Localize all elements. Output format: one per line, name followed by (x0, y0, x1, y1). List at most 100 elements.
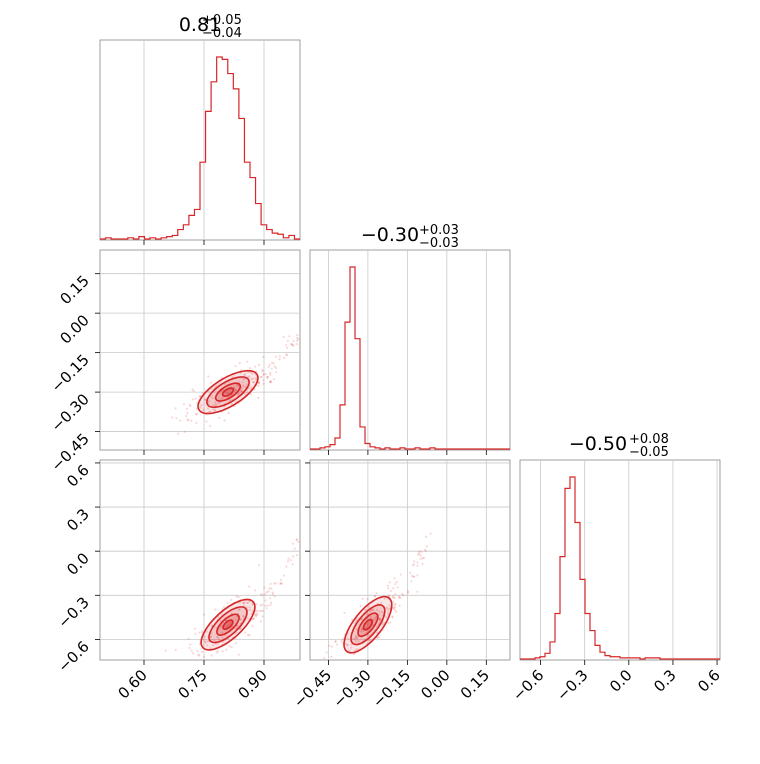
scatter-1-point (205, 630, 208, 634)
scatter-1-point (225, 648, 228, 651)
scatter-1-point (220, 624, 224, 627)
scatter-0-point (270, 361, 274, 364)
scatter-0-point (249, 367, 252, 370)
scatter-1-point (248, 633, 251, 637)
scatter-1-point (230, 646, 233, 649)
scatter-1-point (164, 649, 167, 652)
scatter-0-point (258, 363, 261, 366)
scatter-1-point (273, 595, 276, 598)
scatter-0-points (171, 333, 300, 435)
xtick-label-2-4: 0.6 (694, 666, 724, 696)
scatter-1-point (215, 635, 218, 639)
scatter-2-point (393, 603, 396, 606)
scatter-2-point (378, 636, 381, 639)
scatter-1-point (251, 624, 254, 628)
scatter-2-point (401, 592, 404, 596)
scatter-2-contour-0 (343, 595, 393, 654)
scatter-0-point (240, 390, 243, 393)
scatter-0-point (236, 383, 239, 386)
scatter-1-point (248, 600, 251, 603)
scatter-0-point (244, 385, 247, 388)
scatter-0-point (227, 412, 230, 415)
scatter-2-point (410, 574, 413, 578)
scatter-2-point (421, 557, 424, 560)
scatter-2-point (402, 594, 405, 597)
scatter-2-point (418, 552, 421, 555)
scatter-2-point (395, 610, 398, 613)
scatter-1-contour-2 (216, 613, 240, 636)
scatter-1-point (237, 624, 240, 627)
scatter-0-point (262, 373, 265, 377)
scatter-1-point (252, 617, 255, 620)
scatter-1-point (265, 591, 268, 594)
scatter-0-point (267, 365, 270, 368)
scatter-1-point (255, 611, 258, 614)
scatter-2-point (365, 613, 368, 616)
scatter-0-point (236, 384, 239, 387)
scatter-1-point (214, 608, 217, 611)
scatter-2-point (416, 574, 419, 577)
scatter-2-point (346, 644, 349, 647)
scatter-2-point (412, 575, 415, 578)
scatter-1-point (264, 599, 267, 602)
scatter-2-point (375, 592, 378, 595)
scatter-1-point (219, 625, 222, 629)
scatter-2-point (391, 616, 394, 619)
scatter-0-point (207, 400, 210, 403)
scatter-1-point (279, 581, 282, 585)
scatter-2-point (353, 637, 356, 641)
scatter-0-point (286, 346, 289, 349)
scatter-1-point (238, 607, 241, 611)
scatter-0-point (275, 371, 278, 374)
scatter-0-point (215, 404, 218, 407)
scatter-2-point (350, 643, 353, 646)
scatter-0-point (269, 380, 273, 383)
scatter-0-point (245, 391, 249, 394)
scatter-0-point (248, 375, 251, 378)
scatter-2-point (361, 627, 364, 630)
scatter-1-point (254, 615, 257, 618)
scatter-1-point (248, 585, 251, 588)
scatter-1-point (228, 645, 231, 648)
scatter-0-point (251, 377, 255, 380)
scatter-1-point (228, 622, 231, 625)
scatter-0-point (185, 407, 189, 410)
scatter-1-point (289, 559, 292, 562)
scatter-1-point (265, 607, 268, 610)
scatter-1-point (242, 614, 245, 618)
scatter-0-point (259, 375, 263, 378)
scatter-0-point (195, 412, 198, 415)
scatter-1-contour-0 (200, 598, 256, 651)
scatter-0-point (218, 416, 221, 419)
scatter-2-point (425, 535, 428, 538)
scatter-0-point (204, 398, 207, 401)
scatter-1-point (279, 578, 283, 582)
scatter-2-point (424, 548, 427, 551)
xtick-label-0-1: 0.75 (174, 666, 210, 702)
scatter-2-point (334, 639, 337, 643)
scatter-1-point (271, 591, 274, 594)
scatter-1-point (295, 539, 298, 542)
scatter-0-point (201, 391, 204, 395)
scatter-0-point (186, 418, 189, 421)
scatter-1-point (261, 603, 264, 606)
scatter-1-point (216, 649, 219, 653)
scatter-1-point (202, 613, 206, 616)
scatter-0-point (278, 355, 281, 358)
scatter-0-contour-3 (221, 387, 235, 397)
scatter-1-point (228, 623, 231, 626)
scatter-2-point (393, 577, 396, 580)
scatter-0-point (171, 416, 174, 419)
scatter-0-point (190, 419, 193, 422)
scatter-2-point (382, 623, 385, 626)
scatter-0-point (292, 344, 295, 347)
title-param-2-plus: +0.08 (629, 432, 669, 447)
scatter-0-point (239, 390, 242, 393)
scatter-0-point (244, 373, 247, 376)
scatter-1-contour-3 (222, 619, 234, 631)
scatter-1-point (198, 654, 201, 657)
scatter-1-point (282, 574, 285, 577)
scatter-0-point (234, 365, 237, 368)
scatter-0-point (255, 377, 258, 380)
